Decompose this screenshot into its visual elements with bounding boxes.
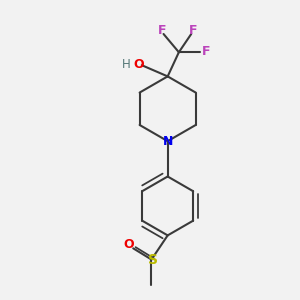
Text: H: H	[122, 58, 131, 70]
Text: F: F	[188, 24, 197, 37]
Text: O: O	[123, 238, 134, 251]
Text: S: S	[148, 253, 158, 266]
Text: O: O	[133, 58, 143, 70]
Text: N: N	[163, 135, 173, 148]
Text: F: F	[202, 45, 211, 58]
Text: F: F	[158, 24, 166, 37]
